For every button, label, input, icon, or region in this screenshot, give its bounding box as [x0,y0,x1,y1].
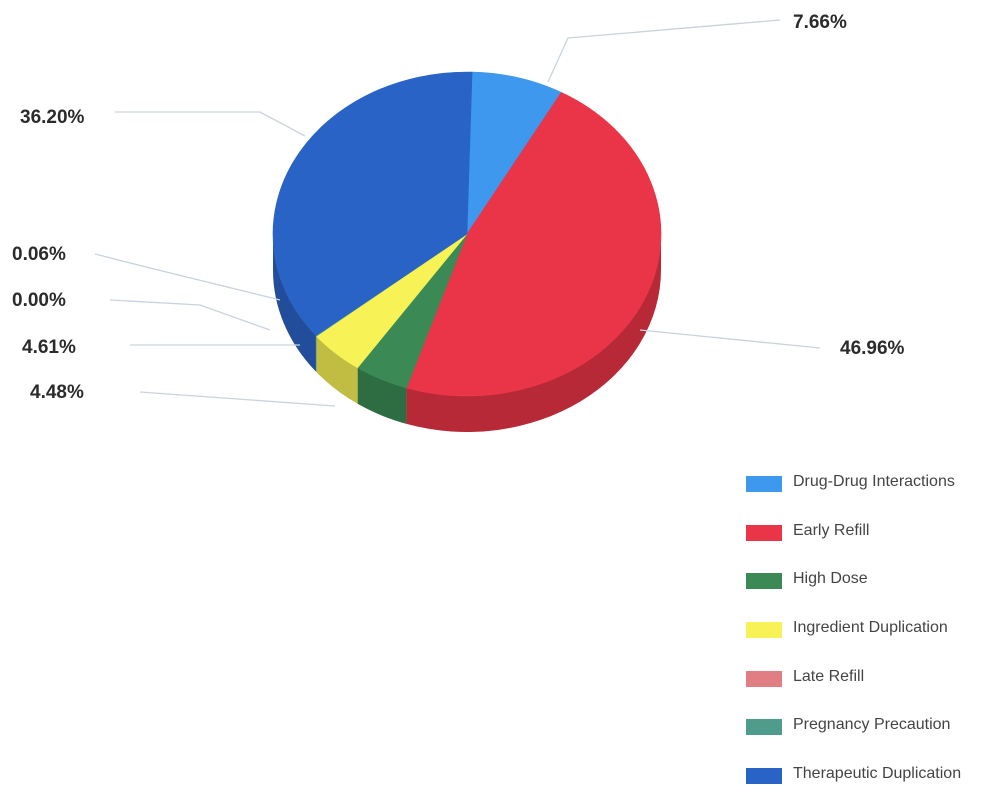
legend-swatch [746,622,782,638]
legend-item-ingredient-duplication[interactable]: Ingredient Duplication [746,616,1001,665]
label-ingredient-duplication: 4.61% [22,337,76,358]
legend-label: High Dose [793,570,868,588]
legend-swatch [746,476,782,492]
label-pregnancy-precaution: 0.06% [12,244,66,265]
label-late-refill: 0.00% [12,290,66,311]
leader-line-pregnancy-precaution [95,254,280,300]
legend-item-high-dose[interactable]: High Dose [746,567,1001,616]
legend-item-late-refill[interactable]: Late Refill [746,665,1001,714]
leader-line-high-dose [140,392,335,406]
legend-swatch [746,719,782,735]
leader-line-early-refill [640,330,820,348]
legend-swatch [746,573,782,589]
legend-label: Pregnancy Precaution [793,716,950,734]
legend: Drug-Drug Interactions Early Refill High… [746,470,1001,811]
legend-swatch [746,525,782,541]
legend-label: Ingredient Duplication [793,619,948,637]
legend-label: Drug-Drug Interactions [793,473,955,491]
legend-label: Early Refill [793,522,869,540]
label-therapeutic-duplication: 36.20% [20,107,85,128]
legend-item-therapeutic-duplication[interactable]: Therapeutic Duplication [746,762,1001,811]
leader-line-drug-drug-interactions [548,20,780,82]
label-early-refill: 46.96% [840,338,905,359]
legend-swatch [746,671,782,687]
legend-item-early-refill[interactable]: Early Refill [746,519,1001,568]
legend-item-drug-drug-interactions[interactable]: Drug-Drug Interactions [746,470,1001,519]
leader-line-late-refill [110,300,270,330]
legend-swatch [746,768,782,784]
label-high-dose: 4.48% [30,382,84,403]
pie-top-slices [273,72,661,396]
legend-item-pregnancy-precaution[interactable]: Pregnancy Precaution [746,713,1001,762]
leader-line-therapeutic-duplication [115,112,305,136]
label-drug-drug-interactions: 7.66% [793,12,847,33]
legend-label: Late Refill [793,668,864,686]
legend-label: Therapeutic Duplication [793,765,961,783]
